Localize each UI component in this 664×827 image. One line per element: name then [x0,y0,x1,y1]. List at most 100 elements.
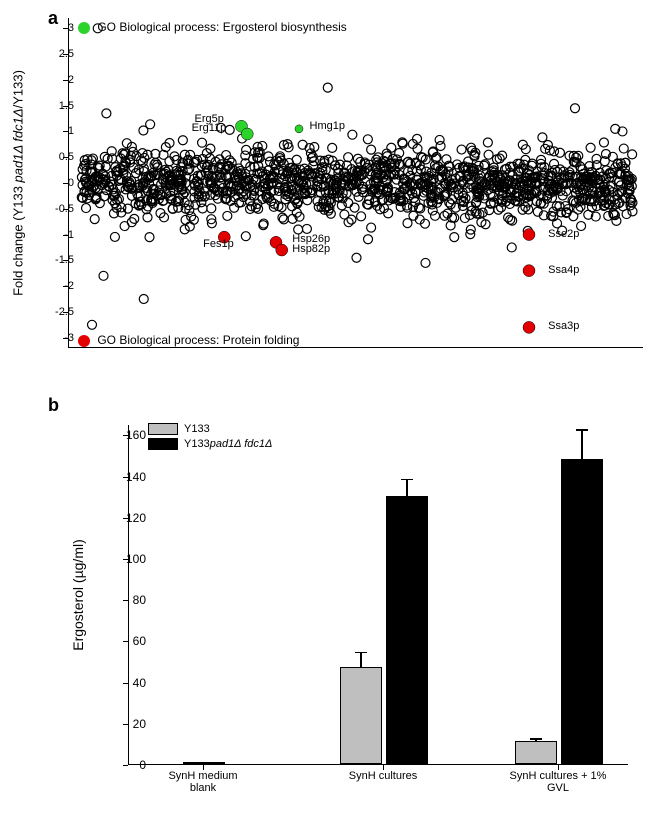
scatter-annotation: Sse2p [548,228,579,240]
yaxis-text-a1: Fold change (Y133 [11,182,26,295]
panel-a-y-axis-title: Fold change (Y133 pad1Δ fdc1Δ/Y133) [11,70,26,296]
ytick-b-mark [123,600,128,601]
scatter-annotation: Erg11p [192,122,227,134]
ytick-a-label: 3 [44,22,74,34]
scatter-svg [69,18,644,348]
scatter-point [403,219,412,228]
scatter-annotation: Ssa4p [548,264,579,276]
scatter-point [241,128,253,140]
scatter-point [242,145,251,154]
xlabel-b: SynH mediumblank [168,770,237,794]
legend-dot-green [78,22,90,34]
ytick-b-mark [123,477,128,478]
xtick-b-mark [558,765,559,770]
scatter-point [628,150,637,159]
ytick-a-mark [63,312,68,313]
scatter-point [457,145,466,154]
scatter-point [223,211,232,220]
scatter-point [367,145,376,154]
error-bar-cap [576,429,588,431]
scatter-point [364,235,373,244]
bar-legend-row-2: Y133 pad1Δ fdc1Δ [148,438,272,450]
scatter-point [555,148,564,157]
scatter-point [538,133,547,142]
ytick-a-mark [63,183,68,184]
bar-legend-txt-2b: pad1Δ fdc1Δ [210,438,273,450]
panel-b: b Ergosterol (µg/ml) Y133 Y133 pad1Δ fdc… [8,395,656,815]
scatter-point [450,233,459,242]
ytick-b-label: 140 [116,470,146,484]
scatter-point [586,143,595,152]
ytick-b-label: 60 [116,634,146,648]
bar-legend-swatch-2 [148,438,178,450]
scatter-point [264,152,273,161]
ytick-b-label: 20 [116,717,146,731]
scatter-point [90,215,99,224]
scatter-point [82,204,91,213]
ytick-a-label: -3 [44,332,74,344]
scatter-point [146,120,155,129]
scatter-point [507,243,516,252]
legend-ergosterol: GO Biological process: Ergosterol biosyn… [78,20,347,34]
ytick-a-mark [63,286,68,287]
scatter-point [619,144,628,153]
ytick-a-label: 1.5 [44,100,74,112]
legend-text-green: GO Biological process: Ergosterol biosyn… [97,20,346,34]
scatter-point [180,225,189,234]
ytick-b-mark [123,559,128,560]
ytick-a-label: -0.5 [44,203,74,215]
scatter-point [494,205,503,214]
scatter-point [352,253,361,262]
scatter-point [198,138,207,147]
scatter-annotation: Hsp82p [292,243,330,255]
scatter-point [431,211,440,220]
scatter-point [484,150,493,159]
bar [515,741,557,764]
ytick-a-mark [63,235,68,236]
ytick-b-label: 0 [116,758,146,772]
scatter-point [553,219,562,228]
yaxis-text-a3: /Y133) [11,70,26,108]
scatter-point [450,213,459,222]
panel-b-label: b [48,395,59,416]
scatter-point [207,204,216,213]
ytick-a-mark [63,338,68,339]
bar-legend-txt-2a: Y133 [184,438,210,450]
scatter-point [350,203,359,212]
ytick-a-mark [63,80,68,81]
panel-b-y-axis-title: Ergosterol (µg/ml) [70,539,86,651]
bar-legend-txt-1: Y133 [184,423,210,435]
ytick-a-label: -1 [44,229,74,241]
ytick-b-label: 80 [116,593,146,607]
scatter-annotation: Fes1p [203,238,234,250]
scatter-point [523,229,535,241]
scatter-point [421,258,430,267]
error-bar-line [406,479,408,498]
scatter-point [435,135,444,144]
ytick-b-mark [123,724,128,725]
error-bar-cap [355,652,367,654]
ytick-b-label: 100 [116,552,146,566]
scatter-point [292,155,301,164]
ytick-a-label: -2 [44,280,74,292]
scatter-point [357,212,366,221]
scatter-plot [68,18,643,348]
scatter-point [523,265,535,277]
scatter-point [225,125,234,134]
scatter-point [323,83,332,92]
bar-legend-swatch-1 [148,423,178,435]
ytick-b-mark [123,641,128,642]
scatter-point [88,320,97,329]
ytick-a-label: 2 [44,74,74,86]
ytick-a-label: 1 [44,125,74,137]
bar [340,667,382,764]
bar [561,459,603,764]
scatter-point [348,130,357,139]
scatter-annotation: Hmg1p [310,120,345,132]
scatter-point [599,138,608,147]
ytick-a-label: 2.5 [44,48,74,60]
ytick-a-mark [63,157,68,158]
panel-a: a Fold change (Y133 pad1Δ fdc1Δ/Y133) GO… [8,8,656,378]
ytick-a-mark [63,209,68,210]
scatter-point [622,210,631,219]
